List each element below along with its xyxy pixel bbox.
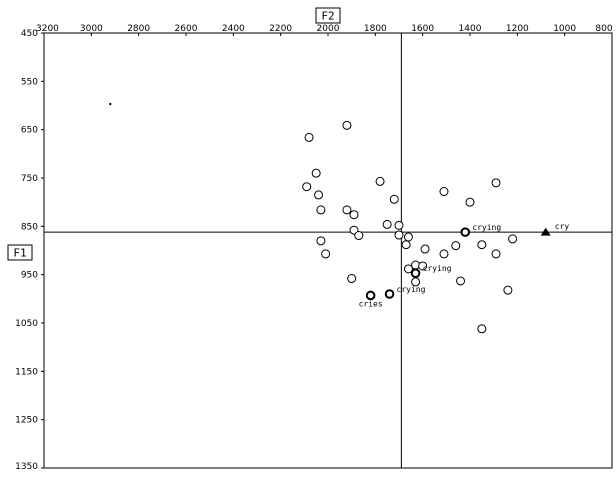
x-tick-label: 1400 bbox=[459, 24, 482, 34]
x-tick-label: 2000 bbox=[317, 24, 340, 34]
circle-point bbox=[394, 220, 404, 230]
x-tick-label: 1200 bbox=[506, 24, 529, 34]
circle-point bbox=[401, 240, 411, 250]
circle-point bbox=[321, 249, 331, 259]
labeled-circle-point bbox=[460, 227, 471, 237]
f1-axis-box: F1 bbox=[7, 244, 33, 261]
circle-point bbox=[420, 244, 430, 254]
f2-axis-label: F2 bbox=[321, 10, 334, 23]
y-tick-label: 950 bbox=[21, 271, 38, 281]
triangle-point bbox=[540, 227, 551, 236]
y-tick-label: 850 bbox=[21, 222, 38, 232]
x-tick-label: 1600 bbox=[411, 24, 434, 34]
circle-point bbox=[418, 261, 428, 271]
f1-axis-label: F1 bbox=[13, 247, 26, 260]
y-tick-label: 1150 bbox=[15, 367, 38, 377]
plot-frame bbox=[43, 32, 613, 469]
x-tick-label: 3200 bbox=[36, 24, 59, 34]
circle-point bbox=[347, 274, 357, 284]
y-tick-label: 1350 bbox=[15, 462, 38, 472]
circle-point bbox=[382, 219, 392, 229]
labeled-circle-point bbox=[410, 268, 421, 279]
circle-point bbox=[375, 176, 385, 186]
y-tick-label: 650 bbox=[21, 126, 38, 136]
x-tick-label: 2600 bbox=[175, 24, 198, 34]
y-tick-label: 1250 bbox=[15, 416, 38, 426]
x-tick-label: 2200 bbox=[269, 24, 292, 34]
x-tick-label: 800 bbox=[595, 24, 612, 34]
circle-point bbox=[503, 285, 513, 295]
circle-point bbox=[314, 190, 324, 200]
point-label: crying bbox=[397, 285, 426, 294]
labeled-circle-point bbox=[365, 290, 376, 301]
circle-point bbox=[477, 324, 487, 334]
y-tick-label: 750 bbox=[21, 174, 38, 184]
y-tick-label: 450 bbox=[21, 29, 38, 39]
y-tick-labels: 450 550 650 750 850 950 1050 1150 1250 1350 bbox=[15, 29, 44, 472]
point-labels: crying crying crying cries cry bbox=[359, 222, 570, 308]
point-label: cry bbox=[555, 222, 570, 231]
data-points bbox=[109, 102, 551, 334]
circle-point bbox=[304, 132, 314, 142]
circle-point bbox=[342, 205, 352, 215]
x-tick-label: 1000 bbox=[553, 24, 576, 34]
point-label: crying bbox=[423, 264, 452, 273]
circle-point bbox=[349, 210, 359, 220]
x-tick-label: 2400 bbox=[222, 24, 245, 34]
circle-point bbox=[491, 249, 501, 259]
circle-point bbox=[508, 234, 518, 244]
circle-point bbox=[451, 241, 461, 251]
circle-point bbox=[439, 187, 449, 197]
point-label: crying bbox=[472, 223, 501, 232]
x-tick-labels: 3200 3000 2800 2600 2400 2200 2000 1800 1600 1400… bbox=[36, 24, 613, 36]
circle-point bbox=[354, 231, 364, 241]
circle-point bbox=[316, 205, 326, 215]
circle-point bbox=[311, 168, 321, 178]
circle-point bbox=[316, 236, 326, 246]
x-tick-label: 1800 bbox=[364, 24, 387, 34]
circle-point bbox=[491, 178, 501, 188]
circle-point bbox=[342, 120, 352, 130]
circle-point bbox=[439, 249, 449, 259]
circle-point bbox=[465, 197, 475, 207]
circle-point bbox=[456, 276, 466, 286]
circle-point bbox=[302, 182, 312, 192]
y-tick-label: 550 bbox=[21, 77, 38, 87]
circle-point bbox=[403, 264, 413, 274]
circle-point bbox=[394, 230, 404, 240]
f2-axis-box: F2 bbox=[315, 7, 341, 24]
circle-point bbox=[403, 232, 413, 242]
x-tick-label: 3000 bbox=[80, 24, 103, 34]
labeled-circle-point bbox=[384, 289, 395, 299]
dot-point bbox=[109, 102, 112, 106]
y-tick-label: 1050 bbox=[15, 319, 38, 329]
circle-point bbox=[477, 240, 487, 250]
x-tick-label: 2800 bbox=[127, 24, 150, 34]
circle-point bbox=[389, 194, 399, 204]
point-label: cries bbox=[359, 299, 383, 308]
